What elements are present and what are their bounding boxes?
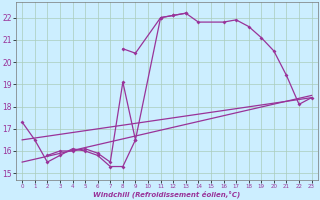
X-axis label: Windchill (Refroidissement éolien,°C): Windchill (Refroidissement éolien,°C) (93, 190, 241, 198)
